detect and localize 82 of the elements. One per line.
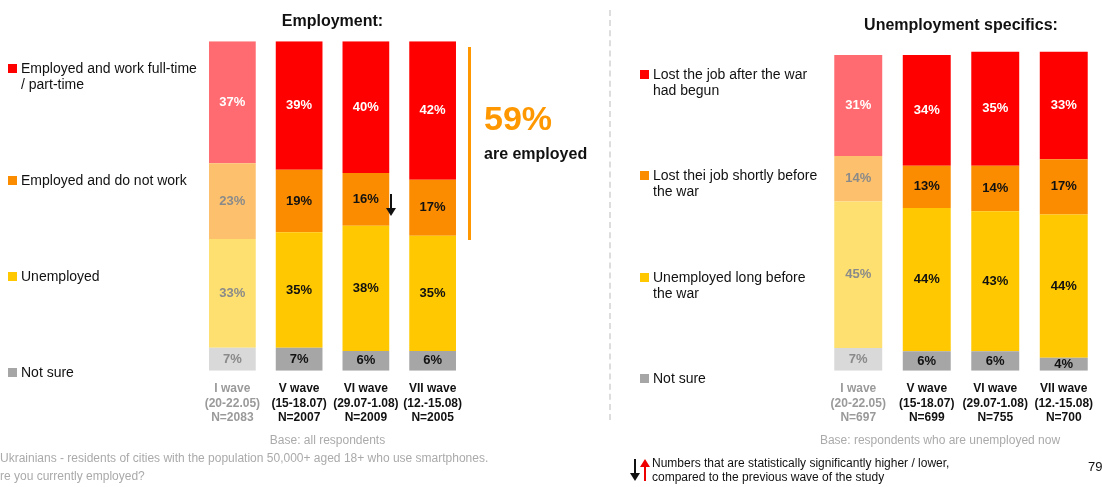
data-label: 43% bbox=[982, 272, 1009, 288]
data-label: 14% bbox=[845, 170, 872, 186]
data-label: 33% bbox=[219, 284, 246, 300]
data-label: 35% bbox=[419, 284, 447, 300]
x-tick-label: V wave (15-18.07) N=2007 bbox=[271, 381, 327, 425]
data-label: 4% bbox=[1054, 355, 1074, 371]
bar bbox=[971, 51, 1020, 166]
bar bbox=[342, 41, 390, 174]
data-label: 35% bbox=[982, 100, 1009, 116]
bar bbox=[834, 155, 883, 202]
legend-label: Not sure bbox=[653, 369, 706, 386]
legend-label: Lost thei job shortly before the war bbox=[653, 167, 819, 200]
text: Base: all respondents bbox=[268, 433, 387, 448]
text: re you currently employed? bbox=[0, 469, 145, 484]
bar bbox=[409, 41, 456, 180]
data-label: 44% bbox=[1050, 277, 1078, 293]
bar bbox=[1039, 159, 1088, 215]
data-label: 19% bbox=[286, 192, 313, 208]
x-tick-label: VII wave (12.-15.08) N=2005 bbox=[403, 381, 462, 425]
chart-title: Unemployment specifics: bbox=[864, 16, 1058, 34]
bar bbox=[834, 54, 883, 156]
x-tick-label: I wave (20-22.05) N=2083 bbox=[204, 381, 261, 425]
bar bbox=[275, 169, 323, 233]
x-tick-label: VI wave (29.07-1.08) N=755 bbox=[962, 381, 1028, 425]
data-label: 31% bbox=[845, 97, 872, 113]
text: Ukrainians - residents of cities with the population 50,000+ aged 18+ who use smartphones. bbox=[0, 451, 489, 466]
bar bbox=[1039, 214, 1088, 358]
bar bbox=[209, 41, 256, 164]
text: are employed bbox=[484, 144, 588, 164]
bar bbox=[342, 225, 390, 352]
data-label: 6% bbox=[917, 352, 937, 368]
x-tick-label: VI wave (29.07-1.08) N=2009 bbox=[333, 381, 399, 425]
text: Base: respondents who are unemployed now bbox=[818, 433, 1062, 448]
legend-label: Unemployed long before the war bbox=[653, 268, 807, 301]
data-label: 6% bbox=[356, 352, 376, 368]
data-label: 6% bbox=[423, 352, 443, 368]
x-tick-label: I wave (20-22.05) N=697 bbox=[830, 381, 886, 425]
bar bbox=[834, 201, 883, 349]
legend-label: Employed and work full-time / part-time bbox=[21, 60, 198, 92]
x-tick-label: V wave (15-18.07) N=699 bbox=[899, 381, 955, 425]
data-label: 44% bbox=[913, 271, 941, 287]
bar bbox=[902, 165, 951, 208]
data-label: 34% bbox=[913, 101, 941, 117]
data-label: 42% bbox=[419, 101, 447, 117]
text: Numbers that are statistically significantly higher / lower, compared to the previous wave of the study bbox=[652, 456, 951, 485]
data-label: 7% bbox=[222, 350, 243, 366]
bar bbox=[275, 41, 323, 170]
data-label: 45% bbox=[845, 266, 872, 282]
text: 79 bbox=[1088, 459, 1102, 475]
legend-label: Not sure bbox=[21, 364, 74, 380]
bar bbox=[409, 235, 456, 352]
data-label: 17% bbox=[1050, 178, 1078, 194]
data-label: 7% bbox=[289, 350, 309, 366]
data-label: 6% bbox=[985, 352, 1006, 368]
data-label: 37% bbox=[219, 93, 246, 109]
legend-label: Employed and do not work bbox=[21, 172, 187, 188]
data-label: 14% bbox=[982, 180, 1009, 196]
bar bbox=[209, 163, 256, 239]
legend-label: Unemployed bbox=[21, 268, 100, 284]
data-label: 40% bbox=[352, 98, 380, 114]
data-label: 39% bbox=[286, 97, 313, 113]
data-label: 33% bbox=[1050, 97, 1078, 113]
text: 59% bbox=[484, 98, 553, 139]
data-label: 13% bbox=[913, 178, 941, 194]
data-label: 16% bbox=[352, 190, 380, 206]
bar bbox=[342, 173, 390, 226]
data-label: 23% bbox=[219, 192, 246, 208]
bar bbox=[971, 211, 1020, 352]
legend-label: Lost the job after the war had begun bbox=[653, 66, 809, 98]
data-label: 17% bbox=[419, 199, 447, 215]
chart-title: Employment: bbox=[281, 12, 384, 30]
data-label: 35% bbox=[286, 281, 313, 297]
bar bbox=[971, 165, 1020, 212]
data-label: 7% bbox=[848, 350, 869, 366]
bar bbox=[902, 54, 951, 166]
x-tick-label: VII wave (12.-15.08) N=700 bbox=[1034, 381, 1094, 425]
data-label: 38% bbox=[352, 279, 380, 295]
bar bbox=[409, 179, 456, 236]
bar bbox=[209, 238, 256, 348]
bar bbox=[902, 208, 951, 352]
bar bbox=[275, 232, 323, 348]
bar bbox=[1039, 51, 1088, 160]
